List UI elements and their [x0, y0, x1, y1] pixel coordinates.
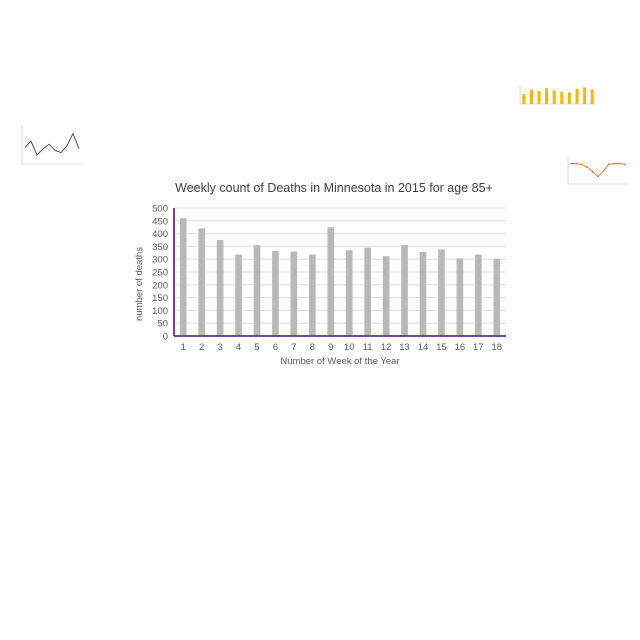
thumbnail-point — [607, 163, 610, 166]
thumbnail-bar — [522, 93, 526, 104]
main-bar-chart: Weekly count of Deaths in Minnesota in 2… — [130, 176, 510, 372]
bar — [253, 245, 261, 336]
y-tick-label: 0 — [163, 332, 168, 343]
thumbnail-point — [570, 162, 572, 165]
y-tick-label: 100 — [152, 306, 168, 317]
thumbnail-point — [618, 162, 621, 165]
x-tick-label: 16 — [455, 342, 466, 353]
thumbnail-bar — [537, 91, 541, 104]
x-tick-label: 2 — [199, 342, 204, 353]
y-tick-label: 300 — [152, 255, 168, 266]
x-tick-label: 13 — [399, 342, 410, 353]
thumbnail-line-chart[interactable] — [14, 114, 86, 176]
bar — [401, 245, 408, 336]
thumbnail-point — [586, 166, 589, 169]
x-tick-label: 9 — [328, 342, 333, 353]
gridlines — [174, 207, 506, 337]
thumbnail-bar — [552, 90, 556, 104]
chart-title: Weekly count of Deaths in Minnesota in 2… — [175, 181, 493, 195]
bar — [419, 252, 427, 336]
y-tick-label: 50 — [157, 319, 168, 330]
main-bar-chart-svg: Weekly count of Deaths in Minnesota in 2… — [134, 181, 506, 367]
bar — [382, 256, 390, 336]
thumbnail-point — [575, 162, 578, 165]
x-axis-label: Number of Week of the Year — [280, 356, 399, 367]
thumbnail-series-line — [24, 132, 80, 156]
x-tick-labels: 1 2 3 4 5 6 7 8 9 10 11 12 13 14 15 16 17 18 — [181, 342, 502, 353]
thumbnail-bar — [590, 89, 594, 104]
y-tick-label: 450 — [152, 216, 168, 227]
bar — [475, 254, 482, 336]
bar — [198, 228, 205, 336]
x-tick-label: 3 — [217, 342, 222, 353]
bars — [179, 218, 501, 336]
y-axis-label: number of deaths — [134, 247, 145, 321]
bar — [345, 250, 353, 336]
thumbnail-bar — [545, 88, 549, 104]
thumbnail-point — [602, 170, 605, 172]
x-tick-label: 17 — [473, 342, 484, 353]
bar — [493, 258, 501, 336]
x-tick-label: 10 — [344, 342, 355, 353]
x-tick-label: 11 — [363, 342, 373, 353]
y-tick-label: 150 — [152, 293, 168, 304]
thumbnail-orange-line-chart-svg — [567, 156, 628, 185]
x-tick-label: 4 — [236, 342, 241, 353]
thumbnail-bar — [575, 88, 579, 104]
x-tick-label: 7 — [291, 342, 296, 353]
x-tick-label: 1 — [181, 342, 186, 353]
bar — [272, 250, 279, 336]
x-tick-label: 18 — [491, 342, 502, 353]
thumbnail-axes — [21, 126, 82, 165]
x-tick-label: 12 — [381, 342, 392, 353]
thumbnail-point — [613, 162, 616, 165]
thumbnail-point — [597, 175, 599, 178]
bar — [179, 218, 187, 336]
bar — [309, 254, 316, 336]
thumbnail-bar — [567, 92, 571, 104]
x-tick-label: 5 — [254, 342, 259, 353]
thumbnail-orange-line-chart[interactable] — [558, 146, 632, 194]
y-tick-label: 350 — [152, 242, 168, 253]
thumbnail-point — [624, 163, 626, 166]
y-tick-label: 250 — [152, 268, 168, 279]
thumbnail-point — [580, 163, 583, 166]
thumbnail-bar-chart[interactable] — [512, 74, 598, 130]
thumbnail-bar — [529, 89, 533, 104]
thumbnail-series-line — [571, 163, 626, 178]
thumbnail-axes — [567, 156, 628, 185]
bar — [235, 254, 242, 336]
x-tick-label: 15 — [436, 342, 447, 353]
y-tick-label: 200 — [152, 280, 168, 291]
y-tick-label: 500 — [152, 204, 168, 215]
bar — [290, 251, 298, 336]
thumbnail-bar-chart-svg — [519, 86, 596, 105]
bar — [438, 249, 445, 336]
thumbnail-line-chart-svg — [21, 126, 82, 165]
bar — [456, 258, 464, 336]
x-tick-label: 14 — [418, 342, 429, 353]
x-tick-label: 8 — [310, 342, 315, 353]
bar — [327, 227, 335, 336]
thumbnail-bar — [560, 91, 564, 104]
bar — [216, 240, 224, 336]
x-tick-label: 6 — [273, 342, 278, 353]
y-tick-label: 400 — [152, 229, 168, 240]
bar — [364, 247, 371, 336]
axes — [173, 208, 506, 337]
thumbnail-bar — [583, 87, 587, 104]
thumbnail-point — [591, 170, 594, 173]
